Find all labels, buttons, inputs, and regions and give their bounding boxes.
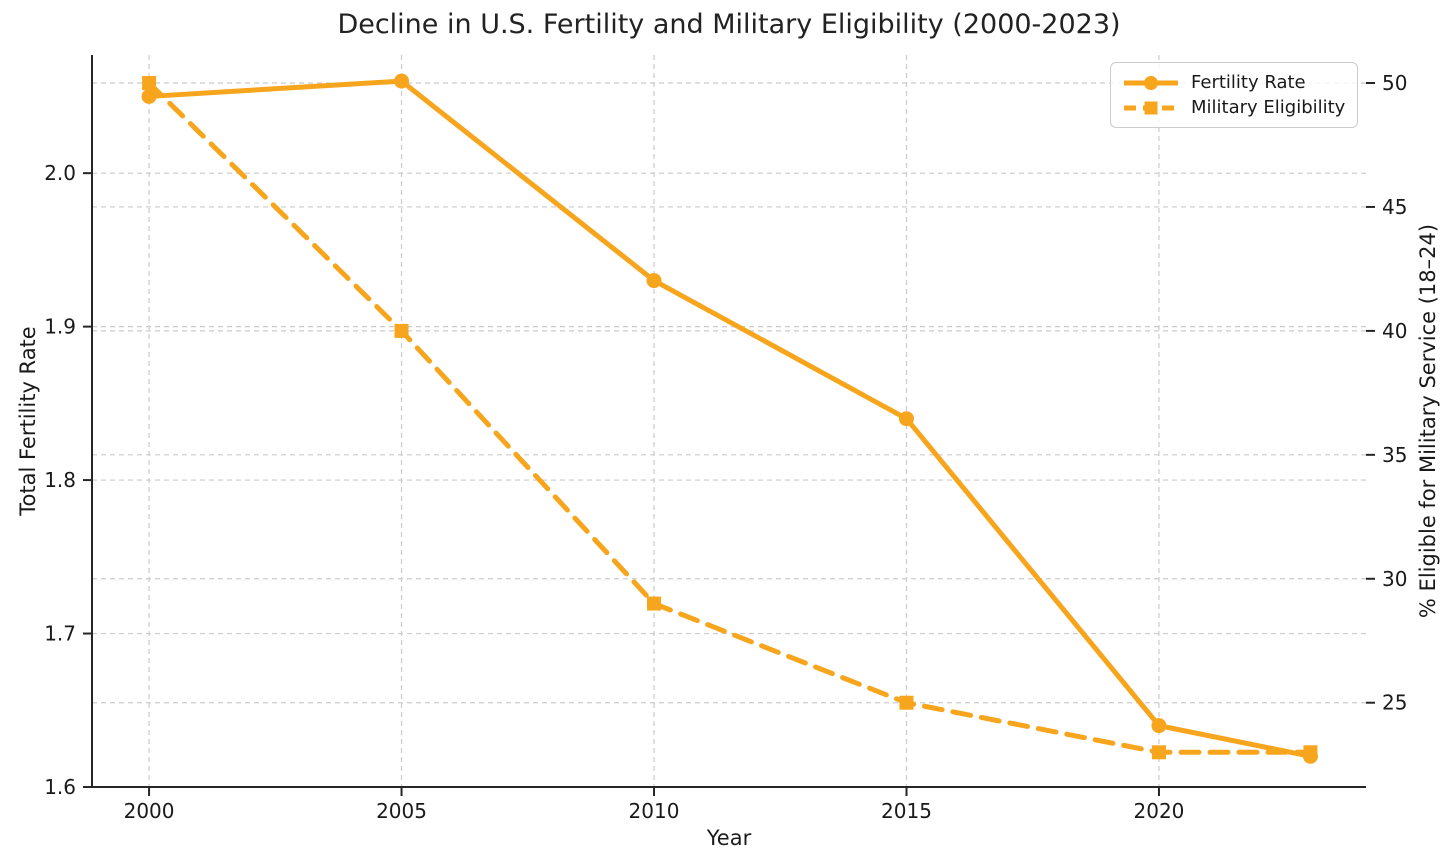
- military-eligibility-marker: [647, 596, 662, 611]
- fertility-rate-marker: [141, 88, 157, 104]
- legend-item-military-eligibility: Military Eligibility: [1121, 97, 1347, 119]
- y-tick-label-left: 1.9: [44, 315, 76, 339]
- military-eligibility-marker: [1151, 745, 1166, 760]
- x-tick-label: 2010: [629, 799, 680, 823]
- y-tick-label-left: 1.8: [44, 468, 76, 492]
- military-eligibility-marker: [899, 695, 914, 710]
- x-tick-label: 2015: [881, 799, 932, 823]
- fertility-rate-marker: [1151, 718, 1167, 734]
- chart-title: Decline in U.S. Fertility and Military E…: [337, 9, 1121, 40]
- military-eligibility-marker: [394, 323, 409, 338]
- legend: Fertility Rate Military Eligibility: [1110, 62, 1358, 128]
- x-tick-label: 2000: [124, 799, 175, 823]
- y-tick-label-right: 25: [1382, 691, 1407, 715]
- series-line-fertility-rate: [146, 78, 1313, 759]
- x-tick-label: 2020: [1134, 799, 1185, 823]
- legend-label-military-eligibility: Military Eligibility: [1191, 97, 1346, 118]
- fertility-rate-marker: [646, 273, 662, 289]
- x-axis-label: Year: [706, 826, 752, 850]
- fertility-rate-marker: [898, 411, 914, 427]
- legend-item-fertility-rate: Fertility Rate: [1121, 72, 1347, 94]
- fertility-rate-marker: [394, 73, 410, 89]
- y-axis-label-right: % Eligible for Military Service (18–24): [1416, 223, 1440, 619]
- y-tick-label-right: 50: [1382, 71, 1407, 95]
- y-tick-label-left: 1.6: [44, 775, 76, 799]
- series-line-military-eligibility: [146, 80, 1313, 755]
- y-tick-label-right: 30: [1382, 567, 1407, 591]
- y-tick-label-right: 35: [1382, 443, 1407, 467]
- x-tick-label: 2005: [376, 799, 427, 823]
- y-tick-label-right: 40: [1382, 319, 1407, 343]
- dashed-line-square-marker-icon: [1124, 101, 1178, 114]
- y-tick-label-left: 2.0: [44, 161, 76, 185]
- y-axis-label-left: Total Fertility Rate: [16, 326, 40, 516]
- y-tick-label-right: 45: [1382, 195, 1407, 219]
- y-tick-label-left: 1.7: [44, 622, 76, 646]
- legend-label-fertility-rate: Fertility Rate: [1191, 72, 1306, 93]
- military-eligibility-marker: [1303, 745, 1318, 760]
- solid-line-circle-marker-icon: [1124, 75, 1178, 90]
- military-eligibility-marker: [142, 76, 157, 91]
